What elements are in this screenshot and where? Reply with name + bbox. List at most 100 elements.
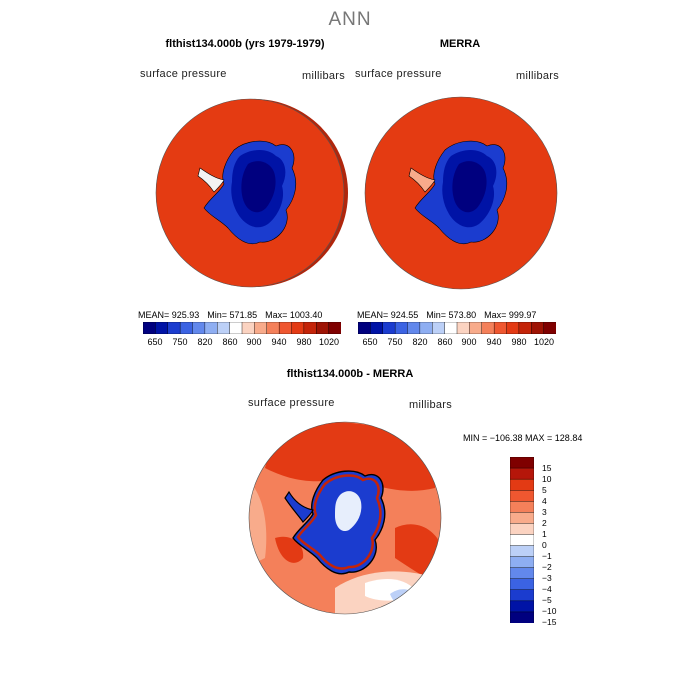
panel-3-title: flthist134.000b - MERRA	[286, 368, 414, 380]
panel-1-stats: MEAN= 925.93 Min= 571.85 Max= 1003.40	[138, 310, 330, 320]
cb3-tick: −5	[542, 595, 552, 605]
colorbar-box	[167, 322, 181, 334]
panel-3-polar-map	[248, 421, 442, 615]
colorbar-box	[394, 322, 409, 334]
panel-1-units-label: millibars	[302, 70, 346, 82]
panel-2-stats: MEAN= 924.55 Min= 573.80 Max= 999.97	[357, 310, 544, 320]
colorbar-box	[510, 457, 534, 469]
colorbar-box	[510, 578, 534, 591]
colorbar-box	[469, 322, 483, 334]
panel-2-units-label: millibars	[516, 70, 560, 82]
cb1-tick: 900	[246, 337, 262, 347]
cb1-tick: 1020	[318, 337, 340, 347]
colorbar-box	[510, 567, 534, 580]
cb3-tick: 1	[542, 529, 547, 539]
cb2-tick: 820	[412, 337, 428, 347]
cb3-tick: 3	[542, 507, 547, 517]
panel-2-colorbar-ticks: 650 750 820 860 900 940 980 1020	[358, 337, 556, 349]
colorbar-box	[481, 322, 495, 334]
colorbar-box	[510, 523, 534, 535]
panel-1-interior-core	[241, 161, 276, 213]
colorbar-box	[266, 322, 280, 334]
panel-1-colorbar	[143, 322, 341, 334]
diff-region-high-sw	[275, 536, 304, 563]
colorbar-box	[432, 322, 446, 334]
panel-2-min: Min= 573.80	[426, 310, 477, 320]
colorbar-box	[510, 490, 534, 502]
cb3-tick: −15	[542, 617, 557, 627]
colorbar-box	[204, 322, 218, 334]
colorbar-box	[143, 322, 156, 334]
colorbar-box	[316, 322, 330, 334]
cb3-tick: 5	[542, 485, 547, 495]
colorbar-box	[444, 322, 458, 334]
colorbar-box	[510, 534, 534, 547]
panel-2-title: MERRA	[439, 38, 481, 50]
colorbar-box	[456, 322, 470, 334]
colorbar-box	[278, 322, 293, 334]
diff-region-high	[265, 422, 435, 491]
panel-1-antarctic-peninsula	[197, 167, 225, 193]
panel-1-title: flthist134.000b (yrs 1979-1979)	[165, 38, 325, 50]
panel-3-units-label: millibars	[409, 399, 453, 411]
cb2-tick: 650	[362, 337, 378, 347]
panel-3-coastal-ring	[296, 474, 382, 570]
colorbar-box	[543, 322, 556, 334]
cb3-tick: −3	[542, 573, 552, 583]
panel-3-colorbar-ticks: 15 10 5 4 3 2 1 0 −1 −2 −3 −4 −5 −10 −15	[542, 457, 582, 627]
colorbar-box	[510, 556, 534, 569]
colorbar-box	[510, 589, 534, 602]
cb1-tick: 860	[222, 337, 238, 347]
cb1-tick: 940	[271, 337, 287, 347]
cb3-tick: 4	[542, 496, 547, 506]
colorbar-box	[358, 322, 371, 334]
cb2-tick: 860	[437, 337, 453, 347]
cb3-tick: −4	[542, 584, 552, 594]
main-title: ANN	[328, 9, 372, 30]
panel-2-variable-label: surface pressure	[355, 68, 442, 80]
colorbar-box	[510, 501, 534, 513]
panel-2-colorbar	[358, 322, 556, 334]
colorbar-box	[510, 478, 534, 491]
colorbar-box	[510, 512, 534, 524]
colorbar-box	[510, 611, 534, 623]
colorbar-box	[155, 322, 169, 334]
cb2-tick: 980	[511, 337, 527, 347]
panel-1-mean: MEAN= 925.93	[138, 310, 200, 320]
panel-3-colorbar	[510, 457, 534, 623]
panel-1-variable-label: surface pressure	[140, 68, 227, 80]
cb3-tick: 2	[542, 518, 547, 528]
colorbar-box	[217, 322, 231, 334]
colorbar-box	[382, 322, 396, 334]
cb2-tick: 900	[461, 337, 477, 347]
colorbar-box	[328, 322, 341, 334]
panel-1-min: Min= 571.85	[207, 310, 258, 320]
cb3-tick: −2	[542, 562, 552, 572]
cb1-tick: 820	[197, 337, 213, 347]
panel-1-max: Max= 1003.40	[265, 310, 323, 320]
cb3-tick: 0	[542, 540, 547, 550]
colorbar-box	[192, 322, 206, 334]
panel-3-interior-white	[335, 491, 362, 532]
panel-1-polar-map	[155, 98, 348, 288]
cb1-tick: 750	[172, 337, 188, 347]
colorbar-box	[254, 322, 268, 334]
colorbar-box	[531, 322, 545, 334]
colorbar-box	[518, 322, 532, 334]
colorbar-box	[510, 467, 534, 480]
colorbar-box	[303, 322, 317, 334]
colorbar-box	[370, 322, 384, 334]
colorbar-box	[179, 322, 194, 334]
panel-3-stats: MIN = −106.38 MAX = 128.84	[463, 433, 583, 443]
cb2-tick: 940	[486, 337, 502, 347]
colorbar-box	[407, 322, 421, 334]
colorbar-box	[291, 322, 305, 334]
cb3-tick: 15	[542, 463, 552, 473]
colorbar-box	[510, 545, 534, 558]
cb1-tick: 980	[296, 337, 312, 347]
panel-2-max: Max= 999.97	[484, 310, 537, 320]
cb3-tick: 10	[542, 474, 552, 484]
colorbar-box	[241, 322, 255, 334]
panel-3-peninsula	[284, 490, 314, 523]
cb2-tick: 1020	[533, 337, 555, 347]
